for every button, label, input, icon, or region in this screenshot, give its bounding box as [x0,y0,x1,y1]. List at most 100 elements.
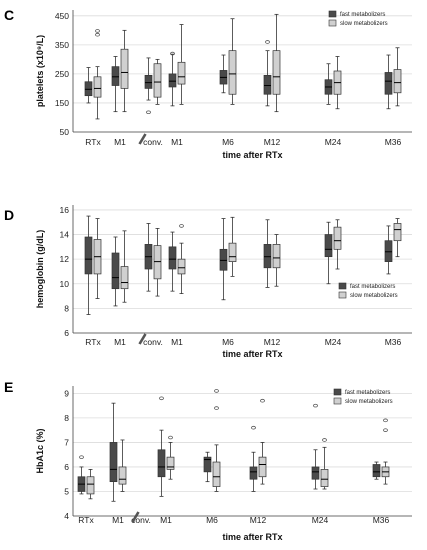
box-iqr [263,244,272,269]
legend-swatch [338,291,347,299]
outlier-point [179,224,184,228]
box-iqr [263,75,272,95]
y-tick-label: 250 [55,69,69,79]
box-iqr [258,456,267,478]
box-iqr [393,69,402,94]
y-tick-label: 450 [55,11,69,21]
x-tick-label: M1 [112,515,124,525]
outlier-point [95,29,100,33]
legend-label: slow metabolizers [350,293,398,299]
outlier-point [383,428,388,432]
box-iqr [203,456,212,473]
legend-swatch [333,397,342,405]
panel-letter-c: C [4,7,14,23]
box-iqr [84,81,93,97]
box-iqr [177,61,186,85]
box-iqr [212,461,221,487]
box-iqr [249,466,258,480]
x-tick-label: conv. [143,337,163,347]
box-iqr [372,464,381,478]
outlier-point [313,403,318,408]
outlier-point [265,40,270,44]
box-iqr [166,456,175,470]
x-tick-label: conv. [131,515,151,525]
y-tick-label: 6 [64,328,69,338]
panel-letter-d: D [4,207,14,223]
panel-letter-e: E [4,379,13,395]
box-iqr [228,242,237,262]
box-iqr [320,469,329,487]
x-tick-label: M24 [325,137,342,147]
outlier-point [383,418,388,423]
box-iqr [111,66,120,86]
legend-label: fast metabolizers [340,12,385,18]
x-tick-label: M24 [325,337,342,347]
box-iqr [153,245,162,280]
x-tick-label: M1 [114,137,126,147]
x-tick-label: conv. [143,137,163,147]
x-tick-label: M6 [222,137,234,147]
x-tick-label: M36 [373,515,390,525]
box-iqr [111,252,120,290]
y-tick-label: 350 [55,40,69,50]
x-tick-label: RTx [85,137,101,147]
x-tick-label: M12 [264,137,281,147]
box-iqr [272,244,281,269]
y-axis-title: platelets (x10⁹/L) [35,35,45,107]
box-iqr [153,63,162,98]
box-iqr [93,76,102,98]
x-tick-label: RTx [78,515,94,525]
x-tick-label: M12 [250,515,267,525]
legend-label: slow metabolizers [345,399,393,405]
y-tick-label: 6 [64,462,69,472]
outlier-point [251,425,256,430]
box-iqr [324,234,333,258]
box-iqr [219,248,228,271]
y-tick-label: 7 [64,437,69,447]
x-axis-title: time after RTx [222,532,282,542]
box-iqr [228,50,237,95]
legend-label: fast metabolizers [350,284,395,290]
x-tick-label: M36 [385,137,402,147]
y-tick-label: 8 [64,413,69,423]
box-iqr [393,223,402,242]
x-axis-title: time after RTx [222,349,282,359]
box-iqr [120,48,129,89]
y-axis-title: hemoglobin (g/dL) [35,230,45,308]
y-tick-label: 14 [60,230,70,240]
outlier-point [168,435,173,440]
x-tick-label: M36 [385,337,402,347]
x-tick-label: M6 [206,515,218,525]
x-tick-label: M1 [114,337,126,347]
axis-break-mark [131,511,140,523]
x-tick-label: RTx [85,337,101,347]
box-iqr [84,236,93,275]
y-tick-label: 4 [64,511,69,521]
outlier-point [95,32,100,37]
y-tick-label: 8 [64,303,69,313]
box-iqr [177,258,186,275]
y-axis-title: HbA1c (%) [35,428,45,473]
y-tick-label: 16 [60,205,70,215]
x-tick-label: M1 [160,515,172,525]
x-tick-label: M1 [171,137,183,147]
y-tick-label: 9 [64,388,69,398]
panel-c: C 50 150 250 350 450 platelets (x10⁹/L) time a… [4,7,412,160]
x-axis-title: time after RTx [222,150,282,160]
y-tick-label: 50 [60,127,70,137]
box-iqr [384,240,393,262]
panel-e: E 4 5 6 7 8 9 HbA1c (%) time after RTx RTx M1 conv… [4,379,412,542]
x-tick-label: M12 [264,337,281,347]
axis-break-mark [138,133,147,145]
box-iqr [168,246,177,270]
y-tick-label: 10 [60,279,70,289]
outlier-point [79,455,84,459]
legend-swatch [328,10,337,18]
x-tick-label: M24 [312,515,329,525]
outlier-point [170,51,175,56]
outlier-point [214,406,219,410]
box-iqr [157,449,166,478]
axis-break-mark [138,333,147,345]
outlier-point [214,389,219,393]
